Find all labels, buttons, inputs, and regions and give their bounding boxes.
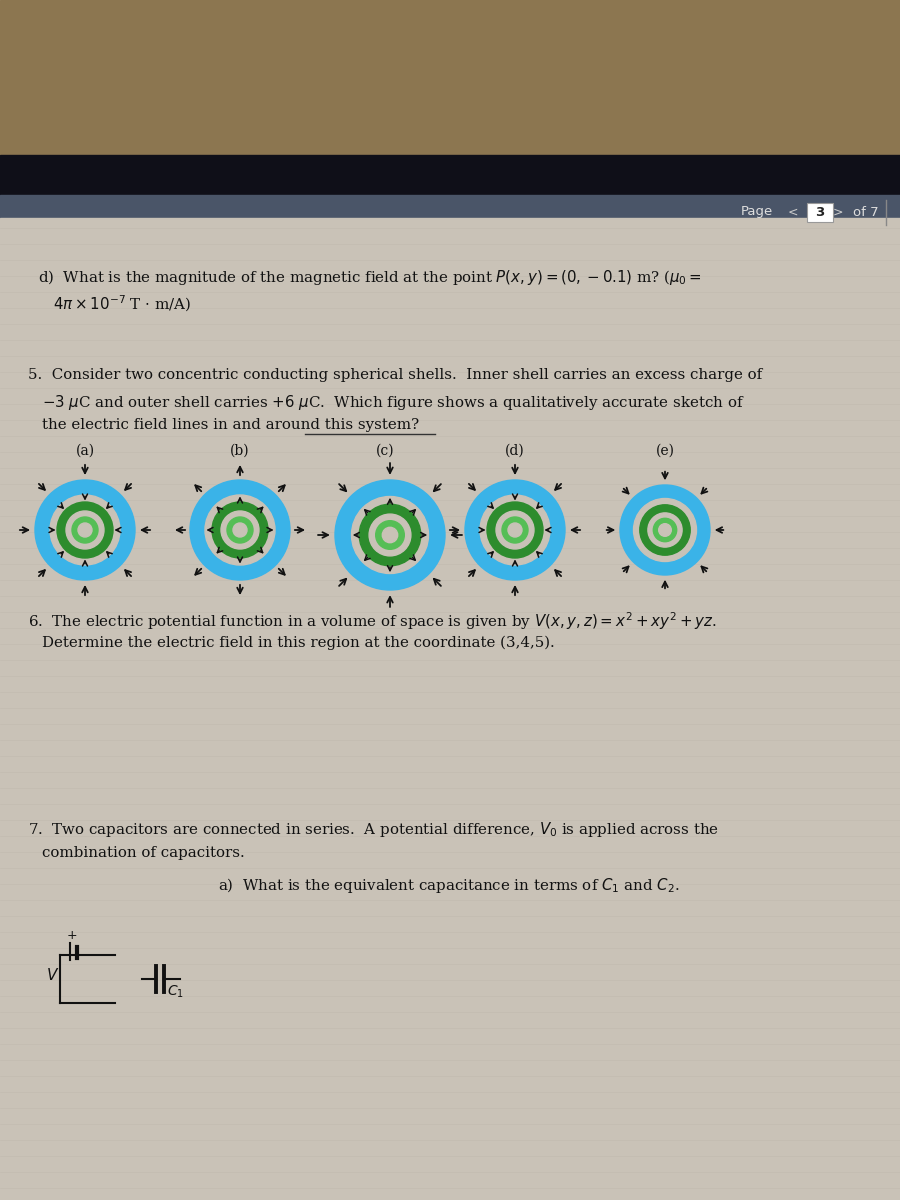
Circle shape — [620, 485, 710, 575]
Circle shape — [502, 517, 528, 542]
Circle shape — [57, 502, 113, 558]
Circle shape — [359, 504, 421, 565]
Circle shape — [653, 518, 677, 541]
Circle shape — [375, 521, 404, 550]
Text: $4\pi \times 10^{-7}$ T $\cdot$ m/A): $4\pi \times 10^{-7}$ T $\cdot$ m/A) — [53, 294, 191, 314]
Circle shape — [496, 511, 534, 550]
Circle shape — [369, 514, 411, 556]
Circle shape — [233, 523, 247, 538]
Text: $-3$ $\mu$C and outer shell carries $+6$ $\mu$C.  Which figure shows a qualitati: $-3$ $\mu$C and outer shell carries $+6$… — [42, 392, 744, 412]
Circle shape — [221, 511, 259, 550]
Circle shape — [648, 512, 682, 547]
Text: 5.  Consider two concentric conducting spherical shells.  Inner shell carries an: 5. Consider two concentric conducting sp… — [28, 368, 762, 382]
Circle shape — [205, 494, 275, 565]
Circle shape — [50, 494, 120, 565]
Text: Determine the electric field in this region at the coordinate (3,4,5).: Determine the electric field in this reg… — [42, 636, 554, 650]
Circle shape — [634, 498, 697, 562]
Bar — [0, 194, 900, 226]
Bar — [0, 155, 900, 203]
Text: of 7: of 7 — [853, 205, 878, 218]
Text: (e): (e) — [655, 444, 674, 458]
Bar — [0, 218, 900, 1200]
Text: 7.  Two capacitors are connected in series.  A potential difference, $V_0$ is ap: 7. Two capacitors are connected in serie… — [28, 820, 719, 839]
Circle shape — [212, 502, 268, 558]
Circle shape — [659, 523, 671, 536]
Text: $V$: $V$ — [46, 967, 59, 983]
Text: $C_1$: $C_1$ — [167, 984, 184, 1001]
Circle shape — [227, 517, 253, 542]
Circle shape — [35, 480, 135, 580]
Circle shape — [480, 494, 550, 565]
Circle shape — [72, 517, 98, 542]
Circle shape — [487, 502, 543, 558]
Text: (b): (b) — [230, 444, 250, 458]
Text: <: < — [788, 205, 798, 218]
Circle shape — [335, 480, 445, 590]
Circle shape — [640, 505, 690, 556]
Text: combination of capacitors.: combination of capacitors. — [42, 846, 245, 860]
Text: (c): (c) — [375, 444, 394, 458]
Text: d)  What is the magnitude of the magnetic field at the point $P(x, y) = (0, -0.1: d) What is the magnitude of the magnetic… — [38, 268, 702, 287]
Text: the electric field lines in and around this system?: the electric field lines in and around t… — [42, 418, 419, 432]
Text: (d): (d) — [505, 444, 525, 458]
Circle shape — [66, 511, 104, 550]
Bar — [0, 0, 900, 155]
Circle shape — [78, 523, 92, 538]
Circle shape — [508, 523, 522, 538]
Circle shape — [352, 497, 428, 574]
Circle shape — [382, 527, 398, 542]
Text: Page: Page — [741, 205, 773, 218]
Text: a)  What is the equivalent capacitance in terms of $C_1$ and $C_2$.: a) What is the equivalent capacitance in… — [218, 876, 680, 895]
FancyBboxPatch shape — [807, 203, 833, 222]
Circle shape — [465, 480, 565, 580]
Text: +: + — [67, 929, 77, 942]
Text: 3: 3 — [815, 205, 824, 218]
Text: 6.  The electric potential function in a volume of space is given by $V(x, y, z): 6. The electric potential function in a … — [28, 610, 716, 631]
Text: (a): (a) — [76, 444, 94, 458]
Circle shape — [190, 480, 290, 580]
Text: >: > — [832, 205, 843, 218]
